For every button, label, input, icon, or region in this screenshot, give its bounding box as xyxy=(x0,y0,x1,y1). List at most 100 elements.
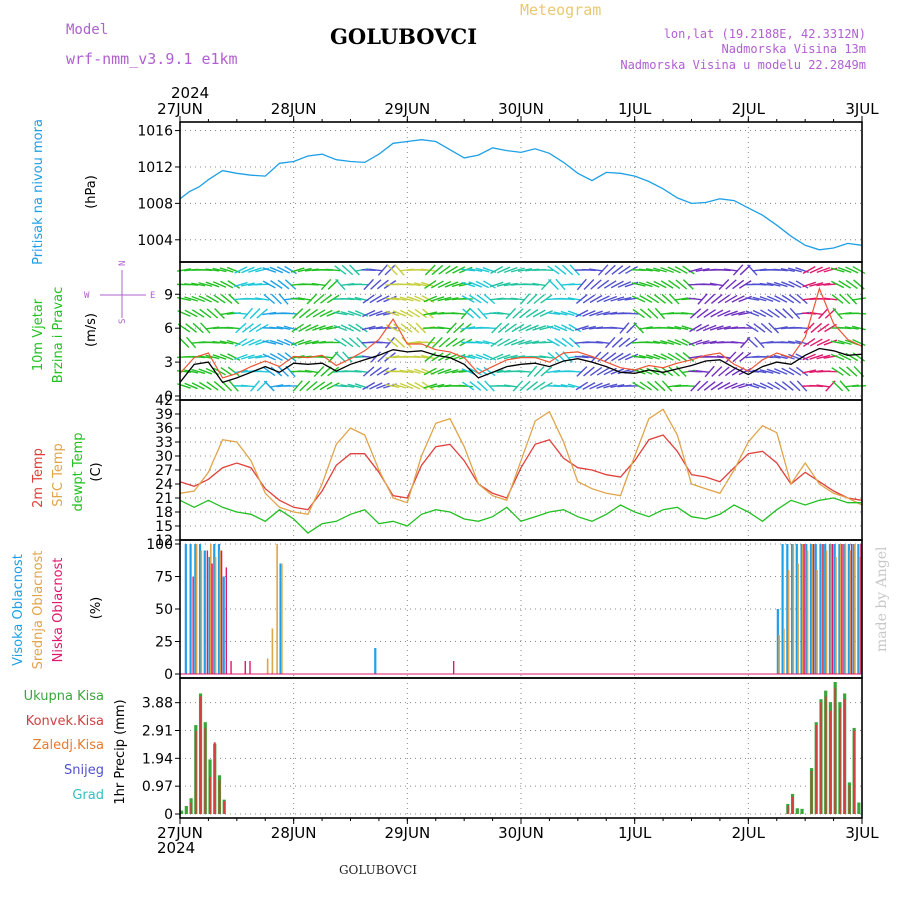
wind-barb xyxy=(603,383,618,389)
compass-e: E xyxy=(150,291,155,301)
wind-barb xyxy=(717,310,731,317)
wind-barb xyxy=(546,369,561,374)
wind-barb xyxy=(752,382,767,390)
wind-barb xyxy=(809,369,824,374)
clouds-bar xyxy=(852,544,855,674)
wind-barb xyxy=(444,353,459,361)
wind-barb xyxy=(468,341,483,344)
wind-barb xyxy=(424,264,436,276)
precip-label-snow: Snijeg xyxy=(64,763,104,778)
wind-barb xyxy=(305,324,319,332)
wind-barb xyxy=(581,325,596,331)
wind-barb xyxy=(444,281,459,288)
clouds-bar xyxy=(843,544,846,674)
wind-barb xyxy=(213,294,226,304)
wind-barb xyxy=(191,382,205,390)
temperature-ytick-label: 15 xyxy=(155,519,173,535)
wind-barb xyxy=(631,355,646,359)
wind-barb xyxy=(249,308,261,319)
temperature-ytick-label: 27 xyxy=(155,463,173,479)
wind-barb xyxy=(539,381,553,391)
wind-barb xyxy=(752,268,767,272)
wind-barb xyxy=(503,266,518,274)
wind-barb xyxy=(437,280,452,289)
wind-barb xyxy=(186,336,197,349)
wind-barb xyxy=(816,282,831,287)
wind-barb xyxy=(809,311,824,316)
wind-barb xyxy=(461,326,476,330)
wind-barb-band xyxy=(176,266,241,392)
wind-barb xyxy=(845,266,859,274)
wind-barb xyxy=(341,264,354,276)
wind-barb xyxy=(269,326,284,330)
wind-barb xyxy=(582,294,596,304)
wind-barb xyxy=(297,339,312,346)
wind-barb xyxy=(646,281,660,288)
precip-bar xyxy=(843,699,846,814)
clouds-bar xyxy=(206,550,209,674)
wind-barb xyxy=(334,351,346,363)
wind-barb xyxy=(206,294,219,304)
wind-label-unit: (m/s) xyxy=(84,313,99,347)
wind-barb xyxy=(262,340,277,345)
precip-bar xyxy=(853,730,856,814)
wind-barb xyxy=(533,381,546,391)
cloud-side-label: Visoka Oblacnost Srednja Oblacnost Niska… xyxy=(11,551,104,670)
wind-barb xyxy=(652,340,667,345)
wind-barb xyxy=(611,337,623,348)
wind-barb-band xyxy=(830,265,866,392)
clouds-ytick-label: 75 xyxy=(155,570,173,586)
wind-barb xyxy=(518,339,532,346)
clouds-bar xyxy=(217,544,221,674)
wind-barb xyxy=(205,326,220,330)
wind-barb xyxy=(589,366,603,377)
clouds-bar xyxy=(833,544,836,674)
wind-barb xyxy=(461,368,475,375)
wind-barb xyxy=(645,341,660,344)
clouds-bar xyxy=(802,544,804,674)
precip-bar xyxy=(795,808,799,814)
wind-barb xyxy=(342,351,353,363)
wind-barb xyxy=(809,338,823,347)
wind-barb xyxy=(597,279,610,290)
wind-barb xyxy=(376,279,389,290)
precip-ytick-label: 0 xyxy=(164,807,173,823)
clouds-bar xyxy=(860,544,862,674)
wind-barb-band xyxy=(290,267,341,392)
wind-barb xyxy=(262,311,277,316)
wind-barb xyxy=(276,339,291,346)
wind-barb xyxy=(349,264,360,276)
station-title: GOLUBOVCI xyxy=(330,24,477,49)
clouds-bar xyxy=(194,544,197,674)
wind-barb xyxy=(290,267,305,273)
wind-barb xyxy=(276,266,291,274)
wind-barb xyxy=(639,368,653,375)
wind-barb xyxy=(386,264,398,276)
time-label-bottom: 28JUN xyxy=(271,824,317,842)
precip-bar xyxy=(810,770,813,814)
wind-barb xyxy=(611,352,624,362)
wind-barb xyxy=(653,267,667,273)
wind-barb-band xyxy=(574,264,639,391)
wind-barb-band xyxy=(631,265,696,392)
wind-barb xyxy=(554,265,567,275)
wind-barb xyxy=(561,324,575,332)
wind-barb xyxy=(369,382,383,390)
wind-barb xyxy=(413,368,428,375)
wind-barb xyxy=(723,268,739,272)
wind-barb xyxy=(724,294,738,304)
wind-barb xyxy=(468,354,483,360)
wind-barb xyxy=(660,353,674,361)
wind-barb xyxy=(617,281,632,288)
wind-barb xyxy=(407,322,420,334)
pressure-ytick-label: 1016 xyxy=(137,124,173,140)
wind-barb xyxy=(511,323,525,333)
pressure-label-unit: (hPa) xyxy=(84,175,99,209)
wind-barb xyxy=(638,326,653,330)
precip-bar xyxy=(204,727,207,814)
clouds-ytick-label: 0 xyxy=(164,667,173,683)
wind-barb-band xyxy=(233,266,270,392)
wind-barb xyxy=(781,367,795,376)
wind-barb xyxy=(639,381,652,391)
wind-barb xyxy=(696,308,709,319)
